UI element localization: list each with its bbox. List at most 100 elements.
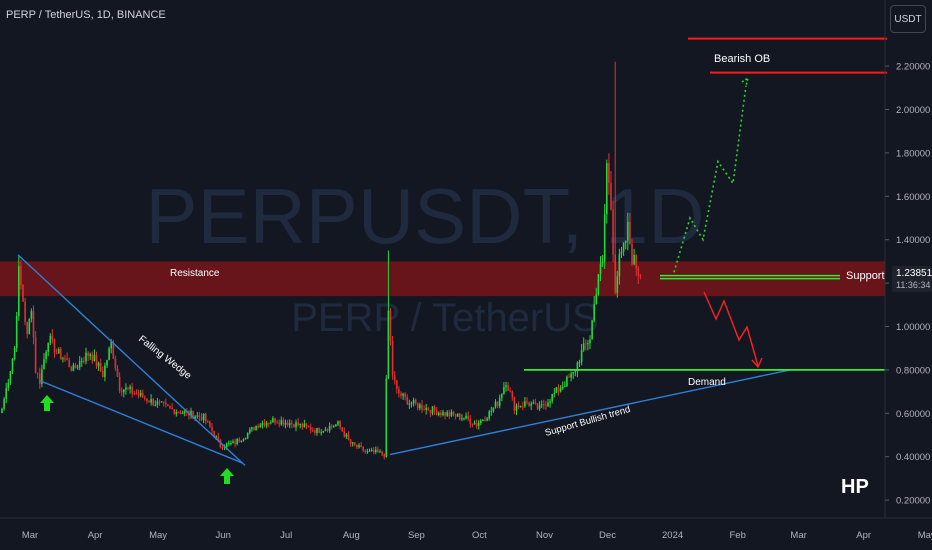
price-tick-label: 1.00000	[896, 322, 930, 333]
price-axis: 0.200000.400000.600000.800001.000001.200…	[884, 0, 930, 518]
candle-body	[337, 421, 339, 425]
candle-body	[631, 244, 633, 265]
candle-body	[366, 451, 369, 453]
candle-body	[333, 426, 335, 428]
candle-body	[627, 221, 629, 241]
annotation-label: Demand	[688, 377, 726, 388]
up-arrow-icon	[220, 468, 234, 484]
candle-body	[557, 387, 560, 392]
candle-body	[238, 438, 241, 442]
candle-body	[60, 348, 62, 360]
candle-body	[314, 430, 316, 433]
candle-body	[221, 447, 224, 449]
candle-body	[39, 373, 41, 385]
candle-body	[108, 348, 110, 361]
candle-body	[55, 353, 58, 355]
candle-body	[72, 364, 75, 371]
candle-body	[471, 423, 474, 425]
candle-body	[114, 358, 117, 369]
candle-body	[118, 376, 121, 392]
time-tick-label: Apr	[856, 530, 871, 541]
time-tick-label: Jun	[216, 530, 231, 541]
watermark-symbol: PERPUSDT, 1D	[145, 172, 704, 260]
candle-body	[484, 419, 486, 421]
candle-body	[282, 420, 285, 425]
bearish-projection-path	[703, 291, 759, 367]
candle-body	[597, 274, 600, 295]
candle-body	[116, 368, 119, 377]
candle-body	[255, 426, 257, 431]
candle-body	[165, 402, 167, 405]
candle-body	[492, 407, 495, 411]
price-tick-label: 0.80000	[896, 365, 930, 376]
candle-body	[551, 393, 553, 402]
candle-body	[215, 436, 217, 438]
candle-body	[211, 426, 213, 431]
candle-body	[463, 418, 465, 420]
candle-body	[160, 401, 163, 403]
candle-body	[301, 423, 304, 428]
candle-body	[68, 359, 70, 367]
candle-body	[461, 418, 463, 420]
candle-body	[582, 343, 585, 351]
candle-body	[99, 362, 102, 371]
candle-body	[133, 393, 136, 395]
candle-body	[398, 389, 400, 394]
candle-body	[150, 399, 152, 403]
candle-body	[555, 387, 558, 393]
candle-body	[578, 362, 581, 364]
candle-body	[137, 393, 140, 396]
candle-body	[209, 421, 211, 427]
up-arrow-icon	[40, 395, 54, 411]
time-tick-label: Feb	[730, 530, 746, 541]
candle-body	[603, 214, 606, 262]
candle-body	[15, 316, 18, 349]
time-tick-label: Mar	[790, 530, 806, 541]
candle-body	[442, 412, 444, 416]
candle-body	[421, 404, 423, 410]
candle-body	[534, 402, 537, 404]
price-tick-label: 1.80000	[896, 148, 930, 159]
candle-body	[351, 442, 354, 444]
currency-selector[interactable]: USDT	[890, 5, 926, 33]
candle-body	[144, 397, 146, 399]
candle-body	[5, 388, 7, 399]
candle-body	[330, 426, 333, 428]
candle-body	[599, 263, 602, 275]
chart-title: PERP / TetherUS, 1D, BINANCE	[6, 9, 166, 21]
candle-body	[123, 389, 125, 393]
candle-body	[446, 412, 448, 416]
candle-body	[53, 339, 56, 354]
candle-body	[543, 404, 545, 406]
candle-body	[47, 342, 49, 352]
candle-body	[3, 398, 5, 409]
candle-body	[11, 358, 14, 372]
candle-body	[498, 397, 501, 406]
candle-body	[97, 362, 100, 367]
candle-body	[18, 266, 20, 317]
candle-body	[559, 388, 562, 392]
candle-body	[410, 403, 413, 405]
candle-body	[196, 415, 199, 417]
candle-body	[389, 310, 392, 341]
candle-body	[265, 423, 268, 426]
candle-body	[228, 443, 230, 445]
candle-body	[112, 342, 115, 359]
last-price-value: 1.23851	[896, 267, 932, 279]
candle-body	[309, 427, 312, 431]
candle-body	[270, 422, 272, 424]
candle-body	[364, 450, 367, 452]
candle-body	[278, 422, 280, 425]
time-axis: Mar Apr May Jun Jul Aug Sep Oct Nov Dec 2024 Feb Mar…	[0, 517, 932, 541]
candle-body	[612, 209, 614, 255]
candle-body	[148, 401, 150, 403]
candle-body	[629, 221, 631, 245]
candle-body	[45, 351, 47, 360]
candle-body	[448, 412, 451, 417]
candle-body	[507, 385, 509, 391]
drawings-layer	[17, 37, 887, 484]
time-tick-label: 2024	[662, 530, 683, 541]
candle-body	[326, 429, 329, 431]
candle-body	[519, 405, 522, 408]
